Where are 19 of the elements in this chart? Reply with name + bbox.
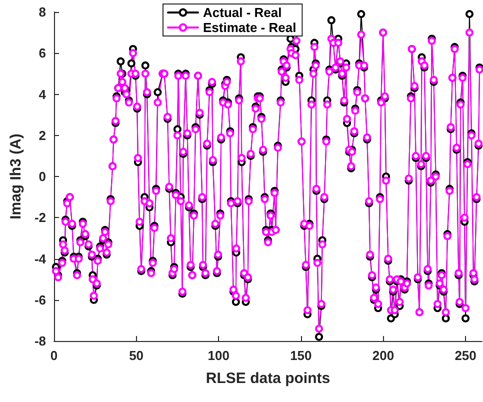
x-tick-label: 250 bbox=[454, 348, 476, 363]
x-tick-label: 150 bbox=[290, 348, 312, 363]
y-tick-label: 8 bbox=[38, 4, 46, 20]
y-tick-label: 6 bbox=[38, 46, 46, 61]
y-tick-label: 4 bbox=[38, 86, 47, 102]
x-tick-label: 100 bbox=[208, 348, 230, 363]
x-axis-title: RLSE data points bbox=[206, 370, 330, 387]
y-tick-label: -2 bbox=[34, 210, 46, 226]
y-tick-label: -4 bbox=[34, 251, 47, 266]
x-tick-label: 50 bbox=[129, 348, 144, 363]
y-tick-label: 0 bbox=[38, 169, 46, 184]
y-tick-label: -8 bbox=[34, 334, 46, 348]
x-tick-label: 0 bbox=[50, 348, 58, 363]
y-axis-title: Imag Ih3 (A) bbox=[8, 134, 25, 220]
legend-label: Actual - Real bbox=[203, 5, 282, 20]
x-tick-label: 200 bbox=[372, 348, 394, 363]
y-tick-label: 2 bbox=[38, 128, 46, 143]
y-tick-label: -6 bbox=[34, 292, 46, 308]
legend-label: Estimate - Real bbox=[203, 20, 296, 35]
